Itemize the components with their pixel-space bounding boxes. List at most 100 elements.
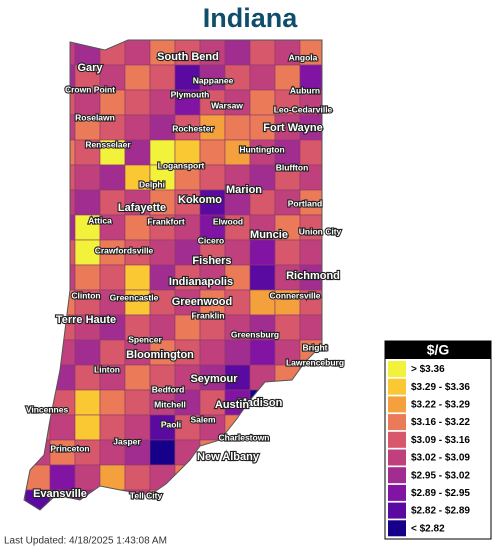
city-label: Frankfort xyxy=(147,216,184,226)
county xyxy=(99,464,126,491)
county xyxy=(49,164,76,191)
county xyxy=(249,464,276,491)
county xyxy=(224,114,251,141)
county xyxy=(74,414,101,441)
county xyxy=(24,89,51,116)
city-label: Jasper xyxy=(113,436,141,446)
county xyxy=(174,214,201,241)
county xyxy=(274,264,301,291)
county xyxy=(249,40,276,66)
city-label: Auburn xyxy=(290,85,320,95)
county xyxy=(49,439,76,466)
county xyxy=(224,339,251,366)
city-label: Charlestown xyxy=(218,432,269,442)
county xyxy=(174,114,201,141)
county xyxy=(274,314,301,341)
county xyxy=(24,114,51,141)
city-label: Rochester xyxy=(172,123,214,133)
county xyxy=(74,164,101,191)
county xyxy=(124,314,151,341)
county xyxy=(300,515,325,540)
county xyxy=(99,439,126,466)
county xyxy=(250,515,275,540)
city-label: Terre Haute xyxy=(56,314,116,326)
county xyxy=(49,189,76,216)
county xyxy=(149,264,176,291)
county xyxy=(274,439,301,466)
county xyxy=(274,464,301,491)
county xyxy=(274,214,301,241)
county xyxy=(99,314,126,341)
city-label: Bluffton xyxy=(276,162,309,172)
county xyxy=(224,64,251,91)
county xyxy=(249,164,276,191)
county xyxy=(74,264,101,291)
county xyxy=(24,189,51,216)
city-label: Leo-Cedarville xyxy=(274,104,333,114)
city-label: Elwood xyxy=(213,216,243,226)
county xyxy=(175,515,200,540)
county xyxy=(299,439,322,466)
county xyxy=(124,414,151,441)
county xyxy=(174,40,201,66)
county xyxy=(199,339,226,366)
county xyxy=(149,339,176,366)
county xyxy=(74,289,101,316)
city-label: Rensselaer xyxy=(85,139,131,149)
county xyxy=(174,289,201,316)
legend-swatch xyxy=(388,502,406,519)
city-label: Seymour xyxy=(190,373,238,385)
county xyxy=(200,515,225,540)
county xyxy=(174,89,201,116)
city-label: Fort Wayne xyxy=(263,122,323,134)
county xyxy=(99,114,126,141)
county xyxy=(199,364,226,391)
city-label: Roselawn xyxy=(75,112,115,122)
county xyxy=(124,264,151,291)
county xyxy=(74,89,101,116)
county xyxy=(74,189,101,216)
city-label: Austin xyxy=(215,399,250,411)
city-label: Crawfordsville xyxy=(95,245,154,255)
county xyxy=(174,189,201,216)
county xyxy=(274,139,301,166)
legend-label: $3.29 - $3.36 xyxy=(411,382,470,393)
city-label: Tell City xyxy=(130,490,163,500)
county xyxy=(99,339,126,366)
city-label: Cicero xyxy=(198,235,224,245)
county xyxy=(199,389,226,416)
county xyxy=(274,64,301,91)
county xyxy=(24,289,51,316)
county xyxy=(274,489,301,510)
legend-swatch xyxy=(388,414,406,431)
county xyxy=(299,239,322,266)
county xyxy=(249,339,276,366)
county xyxy=(149,89,176,116)
county xyxy=(274,40,301,66)
county xyxy=(124,89,151,116)
county xyxy=(249,264,276,291)
county xyxy=(174,489,201,510)
county xyxy=(174,239,201,266)
city-label: Delphi xyxy=(139,179,165,189)
county xyxy=(249,489,276,510)
county xyxy=(24,40,51,66)
city-label: Muncie xyxy=(250,229,288,241)
city-label: New Albany xyxy=(197,451,260,463)
city-label: Bedford xyxy=(152,384,185,394)
county xyxy=(74,389,101,416)
city-label: Attica xyxy=(88,215,112,225)
legend-label: $2.89 - $2.95 xyxy=(411,488,470,499)
county xyxy=(24,64,51,91)
county xyxy=(99,214,126,241)
legend-swatch xyxy=(388,520,406,537)
city-labels: Gary Crown Point South Bend Angola Nappanee P… xyxy=(25,50,345,502)
county xyxy=(49,364,76,391)
county xyxy=(299,314,322,341)
county xyxy=(24,364,51,391)
city-label: Union City xyxy=(299,226,342,236)
county xyxy=(49,239,76,266)
county xyxy=(24,239,51,266)
county xyxy=(49,214,76,241)
county xyxy=(74,139,101,166)
